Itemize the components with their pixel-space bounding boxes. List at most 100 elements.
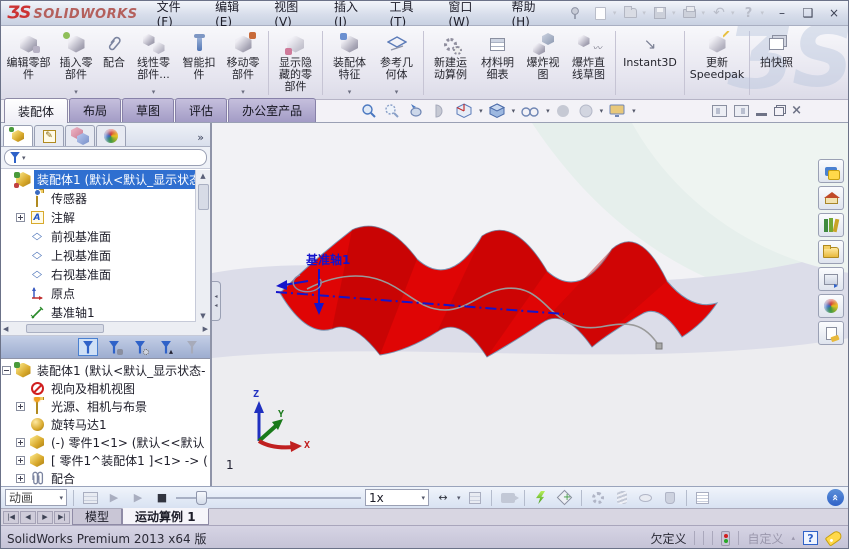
- add-key-icon[interactable]: [555, 489, 575, 507]
- propertymanager-tab[interactable]: ✎: [34, 125, 64, 146]
- assembly-features-button[interactable]: 装配体特征 ▾: [326, 28, 373, 98]
- split-pane-right-icon[interactable]: [734, 105, 750, 117]
- calculate-icon[interactable]: [80, 489, 100, 507]
- tree-horizontal-scrollbar[interactable]: ◀ ▶: [1, 321, 210, 336]
- collapse-minus-icon[interactable]: [2, 365, 11, 375]
- tree-vertical-scrollbar[interactable]: ▲ ▼: [195, 170, 210, 322]
- tree-item-rotary-motor[interactable]: 旋转马达1: [16, 415, 210, 433]
- spring-icon[interactable]: [612, 489, 632, 507]
- mate-button[interactable]: 配合: [98, 28, 130, 98]
- expand-plus-icon[interactable]: [16, 213, 25, 222]
- motion-study-properties-icon[interactable]: [693, 489, 713, 507]
- stop-icon[interactable]: ■: [156, 491, 168, 504]
- zoom-fit-icon[interactable]: [359, 102, 379, 120]
- close-button[interactable]: ×: [828, 6, 840, 20]
- minimize-button[interactable]: –: [779, 6, 785, 20]
- tree-item-part1[interactable]: (-) 零件1<1> (默认<<默认: [16, 433, 210, 451]
- playback-mode-dropdown-icon[interactable]: ▾: [457, 493, 461, 502]
- tree-item-assembly[interactable]: 装配体1 (默认<默认_显示状态-: [2, 170, 195, 189]
- collapse-motionmanager-icon[interactable]: «: [827, 489, 844, 506]
- save-icon[interactable]: [648, 3, 672, 23]
- tree-filter-input[interactable]: ▾: [4, 149, 207, 166]
- menu-help[interactable]: 帮助(H): [511, 0, 536, 29]
- print-icon[interactable]: [677, 3, 701, 23]
- update-speedpak-button[interactable]: 更新Speedpak: [688, 28, 746, 98]
- menu-file[interactable]: 文件(F): [156, 0, 181, 29]
- previous-view-icon[interactable]: [405, 102, 427, 120]
- file-explorer-icon[interactable]: [818, 240, 844, 264]
- axis-annotation-label[interactable]: 基准轴1: [306, 253, 351, 267]
- tree-item-assembly-root[interactable]: 装配体1 (默认<默认_显示状态-: [2, 361, 210, 379]
- motion-study-1-tab[interactable]: 运动算例 1: [122, 508, 209, 525]
- tab-evaluate[interactable]: 评估: [175, 98, 228, 122]
- autokey-icon[interactable]: [531, 489, 551, 507]
- open-icon[interactable]: [618, 3, 642, 23]
- displaymanager-tab[interactable]: [96, 125, 126, 146]
- play-icon[interactable]: ▶: [133, 491, 143, 504]
- tab-office-products[interactable]: 办公室产品: [228, 98, 317, 122]
- menu-window[interactable]: 窗口(W): [448, 0, 473, 29]
- explode-line-sketch-button[interactable]: 〰 爆炸直线草图: [565, 28, 612, 98]
- tree-item-annotations[interactable]: A 注解: [16, 208, 195, 227]
- shadows-icon[interactable]: [553, 102, 573, 120]
- forum-icon[interactable]: [818, 159, 844, 183]
- custom-status-label[interactable]: 自定义: [747, 531, 784, 546]
- undo-icon[interactable]: ↶: [713, 5, 725, 21]
- filter-dropdown-icon[interactable]: ▾: [22, 153, 26, 162]
- move-component-button[interactable]: 移动零部件 ▾: [221, 28, 265, 98]
- tree-item-top-plane[interactable]: ◇ 上视基准面: [16, 246, 195, 265]
- hide-show-items-icon[interactable]: [518, 103, 542, 119]
- instant3d-button[interactable]: ↘ Instant3D: [619, 28, 681, 98]
- design-library-icon[interactable]: [818, 213, 844, 237]
- help-icon[interactable]: ?: [744, 5, 753, 21]
- menu-edit[interactable]: 编辑(E): [215, 0, 240, 29]
- filter-animated-icon[interactable]: [104, 338, 124, 356]
- tab-assembly[interactable]: 装配体: [4, 98, 69, 123]
- next-tab-button[interactable]: ▶: [37, 510, 53, 524]
- doc-restore-button[interactable]: [774, 106, 785, 116]
- playback-mode-icon[interactable]: ↔: [438, 491, 448, 504]
- menu-tools[interactable]: 工具(T): [389, 0, 414, 29]
- panel-overflow-chevron[interactable]: »: [197, 131, 204, 144]
- new-motion-study-button[interactable]: 新建运动算例: [427, 28, 474, 98]
- pin-menu-icon[interactable]: [567, 5, 583, 21]
- first-tab-button[interactable]: |◀: [3, 510, 19, 524]
- view-settings-icon[interactable]: [606, 102, 628, 120]
- contact-icon[interactable]: [636, 489, 656, 507]
- tree-item-orientation-camera[interactable]: 视向及相机视图: [16, 379, 210, 397]
- take-snapshot-button[interactable]: 拍快照: [753, 28, 800, 98]
- gravity-icon[interactable]: [660, 489, 680, 507]
- playback-speed-select[interactable]: 1x ▾: [365, 489, 429, 506]
- tree-item-front-plane[interactable]: ◇ 前视基准面: [16, 227, 195, 246]
- view-orientation-icon[interactable]: [453, 102, 475, 120]
- bill-of-materials-button[interactable]: 材料明细表: [474, 28, 521, 98]
- tab-layout[interactable]: 布局: [69, 98, 122, 122]
- menu-insert[interactable]: 插入(I): [333, 0, 358, 29]
- model-tab[interactable]: 模型: [72, 509, 123, 525]
- timeline-slider[interactable]: [176, 489, 361, 507]
- tree-item-right-plane[interactable]: ◇ 右视基准面: [16, 265, 195, 284]
- motor-icon[interactable]: [588, 489, 608, 507]
- linear-component-pattern-button[interactable]: 线性零部件... ▾: [130, 28, 177, 98]
- animation-wizard-icon[interactable]: [498, 489, 519, 507]
- save-animation-icon[interactable]: [465, 489, 485, 507]
- expand-plus-icon[interactable]: [16, 401, 25, 411]
- apply-scene-icon[interactable]: [576, 102, 596, 120]
- tag-icon[interactable]: [824, 529, 844, 547]
- expand-plus-icon[interactable]: [16, 455, 25, 465]
- featuremanager-tab[interactable]: [3, 125, 33, 146]
- appearances-icon[interactable]: [818, 294, 844, 318]
- display-style-icon[interactable]: [486, 102, 508, 120]
- show-hidden-components-button[interactable]: 显示隐藏的零部件: [272, 28, 319, 98]
- resources-icon[interactable]: [818, 186, 844, 210]
- filter-results-icon[interactable]: [182, 338, 202, 356]
- panel-collapse-tab[interactable]: ◂ ◂: [212, 281, 221, 321]
- scrollbar-thumb[interactable]: [26, 324, 105, 333]
- tree-item-origin[interactable]: 原点: [16, 284, 195, 303]
- filter-driving-icon[interactable]: [130, 338, 150, 356]
- study-type-select[interactable]: 动画 ▾: [5, 489, 67, 506]
- tree-item-mates[interactable]: 配合: [16, 469, 210, 486]
- quick-tips-icon[interactable]: ?: [803, 531, 818, 545]
- smart-fasteners-button[interactable]: 智能扣件: [177, 28, 221, 98]
- configurationmanager-tab[interactable]: [65, 125, 95, 146]
